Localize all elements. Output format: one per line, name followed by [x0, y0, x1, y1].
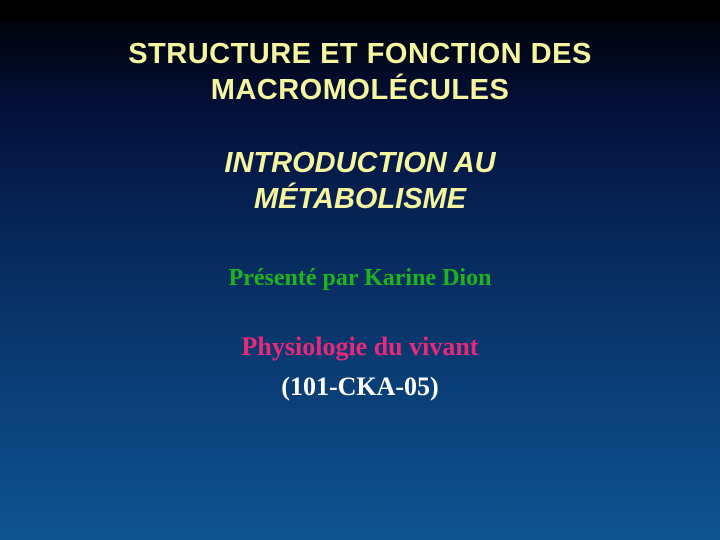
course-code-text: (101-CKA-05) [0, 372, 720, 402]
title-line-2: MACROMOLÉCULES [0, 72, 720, 108]
top-black-bar [0, 0, 720, 22]
subtitle-line-2: MÉTABOLISME [0, 181, 720, 217]
slide-container: STRUCTURE ET FONCTION DES MACROMOLÉCULES… [0, 0, 720, 540]
main-title: STRUCTURE ET FONCTION DES MACROMOLÉCULES [0, 22, 720, 109]
presenter-text: Présenté par Karine Dion [0, 265, 720, 292]
course-title-text: Physiologie du vivant [0, 332, 720, 362]
subtitle: INTRODUCTION AU MÉTABOLISME [0, 145, 720, 218]
title-line-1: STRUCTURE ET FONCTION DES [0, 36, 720, 72]
subtitle-line-1: INTRODUCTION AU [0, 145, 720, 181]
